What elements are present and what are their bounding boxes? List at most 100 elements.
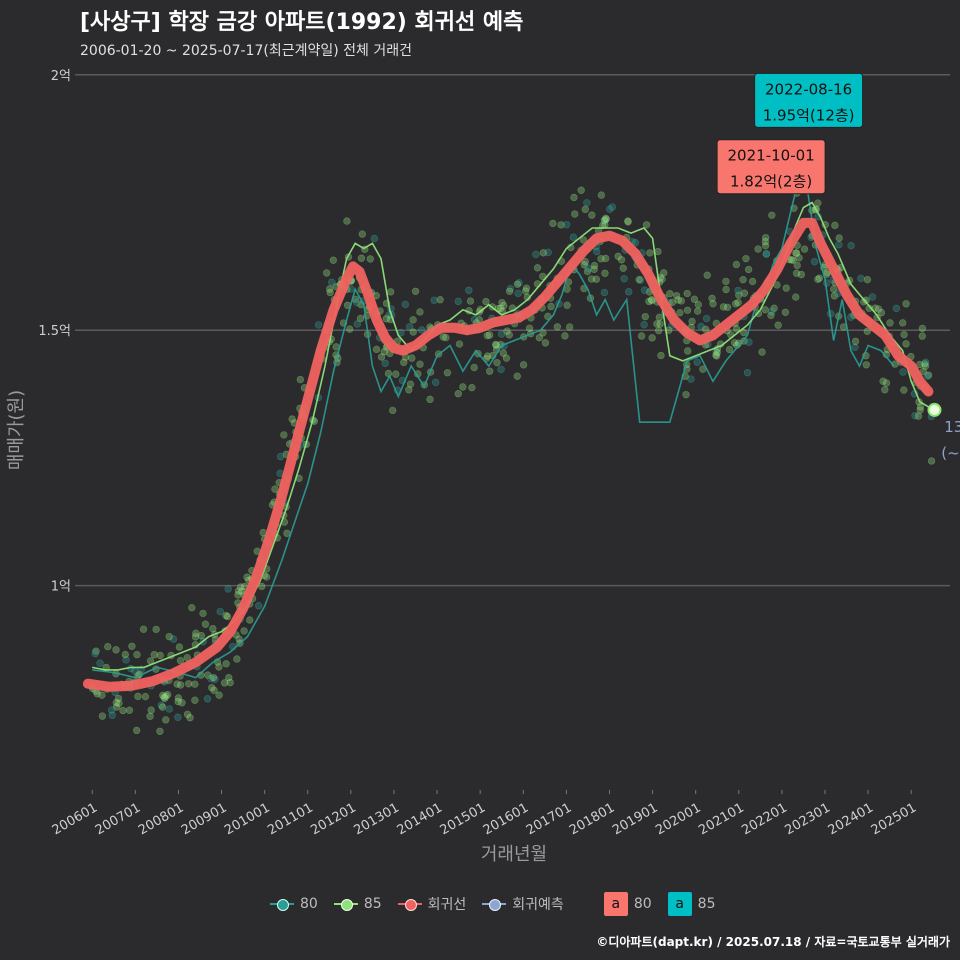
scatter-point: [492, 341, 500, 349]
y-axis-label: 매매가(원): [6, 390, 27, 470]
source-caption: ©디아파트(dapt.kr) / 2025.07.18 / 자료=국토교통부 실…: [596, 935, 950, 949]
scatter-point: [382, 315, 391, 323]
scatter-point: [877, 308, 886, 317]
scatter-point: [863, 327, 871, 335]
scatter-point: [222, 660, 230, 668]
scatter-point: [377, 353, 386, 361]
scatter-point: [641, 312, 649, 321]
scatter-point: [563, 301, 571, 309]
scatter-point: [133, 650, 141, 659]
scatter-point: [735, 291, 743, 299]
scatter-point: [497, 330, 506, 338]
scatter-point: [899, 368, 907, 376]
scatter-point: [693, 358, 701, 366]
scatter-point: [697, 322, 705, 331]
scatter-point: [366, 255, 374, 263]
scatter-point: [597, 255, 605, 263]
scatter-point: [175, 643, 184, 651]
scatter-point: [666, 289, 674, 298]
scatter-point: [581, 205, 589, 214]
scatter-point: [522, 284, 531, 292]
scatter-point: [215, 691, 223, 699]
scatter-point: [645, 297, 653, 306]
scatter-point: [902, 340, 910, 348]
scatter-point: [593, 247, 601, 256]
scatter-point: [176, 681, 185, 689]
scatter-point: [676, 309, 684, 317]
scatter-point: [900, 330, 908, 339]
scatter-point: [740, 289, 749, 297]
scatter-point: [147, 706, 155, 714]
scatter-point: [380, 348, 388, 356]
legend-swatch-prediction: [482, 896, 507, 912]
scatter-point: [892, 304, 901, 313]
scatter-point: [881, 386, 889, 394]
scatter-point: [781, 308, 790, 316]
scatter-point: [215, 663, 223, 671]
scatter-point: [112, 698, 121, 707]
scatter-point: [789, 256, 797, 264]
scatter-point: [601, 217, 609, 225]
grid-lines: [75, 74, 950, 794]
scatter-point: [708, 294, 716, 303]
scatter-point: [743, 368, 752, 377]
scatter-point: [921, 358, 930, 366]
scatter-point: [768, 307, 776, 316]
scatter-point: [406, 380, 415, 388]
scatter-point: [513, 372, 521, 380]
x-tick-label: 202301: [783, 800, 833, 838]
scatter-point: [674, 296, 682, 304]
x-tick-label: 201701: [524, 800, 574, 838]
scatter-point: [549, 219, 557, 228]
scatter-point: [653, 320, 661, 328]
scatter-point: [732, 325, 741, 333]
scatter-point: [761, 237, 770, 246]
scatter-point: [459, 383, 467, 391]
scatter-point: [914, 412, 923, 420]
scatter-point: [722, 285, 730, 294]
scatter-point: [916, 360, 924, 369]
scatter-point: [830, 292, 839, 300]
scatter-point: [547, 302, 555, 311]
scatter-point: [693, 307, 702, 315]
scatter-point: [608, 203, 617, 211]
scatter-point: [851, 343, 859, 351]
scatter-point: [199, 609, 207, 618]
scatter-point: [583, 199, 591, 207]
scatter-point: [672, 291, 681, 300]
scatter-point: [112, 703, 121, 711]
scatter-point: [620, 275, 628, 283]
scatter-point: [682, 390, 690, 399]
scatter-point: [184, 680, 193, 688]
scatter-point: [416, 360, 424, 368]
x-tick-label: 201001: [222, 800, 272, 838]
scatter-point: [499, 349, 508, 357]
scatter-point: [201, 620, 210, 628]
scatter-point: [370, 234, 379, 243]
scatter-point: [405, 323, 414, 331]
scatter-point: [96, 659, 104, 667]
x-tick-label: 200901: [179, 800, 229, 838]
scatter-point: [923, 372, 932, 380]
scatter-point: [115, 699, 123, 707]
y-tick-label: 1억: [51, 580, 71, 595]
scatter-point: [577, 186, 585, 194]
scatter-point: [233, 655, 241, 663]
scatter-point: [174, 697, 182, 706]
scatter-point: [209, 624, 217, 633]
scatter-point: [744, 265, 753, 274]
scatter-point: [734, 298, 742, 307]
scatter-point: [191, 696, 199, 704]
scatter-point: [329, 256, 338, 264]
scatter-point: [98, 691, 106, 699]
scatter-point: [831, 221, 839, 230]
legend-item-regression: 회귀선: [397, 894, 466, 914]
scatter-point: [409, 328, 417, 336]
scatter-point: [918, 324, 927, 333]
scatter-point: [587, 275, 596, 283]
scatter-point: [590, 261, 599, 270]
regression-line: [82, 217, 934, 692]
scatter-point: [660, 269, 668, 277]
scatter-point: [902, 300, 910, 308]
scatter-point: [165, 705, 173, 713]
